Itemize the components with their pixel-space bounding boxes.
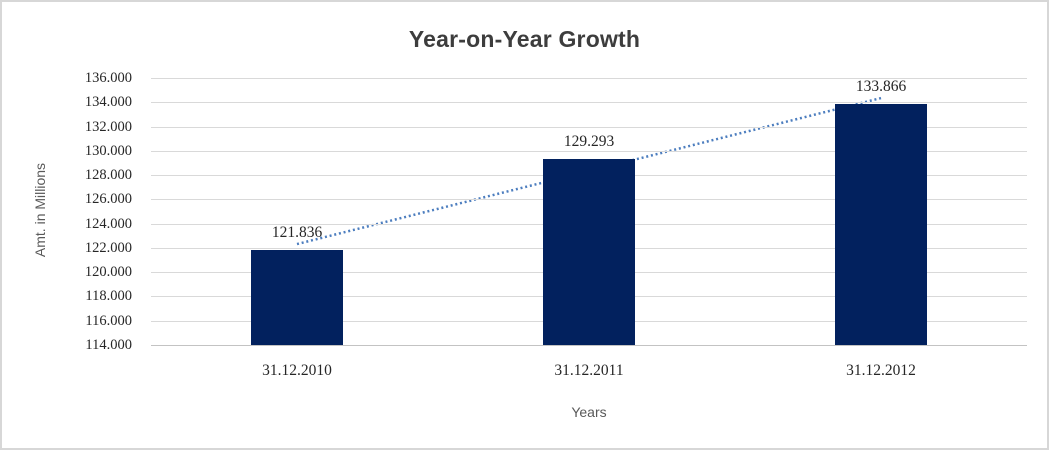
bar-31.12.2011 bbox=[543, 159, 635, 345]
y-tick-label: 132.000 bbox=[84, 118, 132, 135]
y-tick-label: 114.000 bbox=[85, 337, 132, 353]
gridline bbox=[151, 126, 1027, 128]
gridline bbox=[151, 102, 1027, 104]
y-tick-label: 136.000 bbox=[84, 70, 132, 86]
y-axis-tick-labels: 136.000 134.000 132.000 130.000 128.000 126.0… bbox=[2, 2, 132, 448]
plot-area: 121.836 129.293 133.866 bbox=[151, 78, 1027, 346]
bar-data-label: 129.293 bbox=[563, 133, 615, 151]
bar-data-label: 121.836 bbox=[271, 223, 323, 241]
bar-31.12.2012 bbox=[835, 103, 927, 345]
y-tick-label: 134.000 bbox=[84, 94, 132, 111]
y-tick-label: 126.000 bbox=[84, 191, 132, 208]
x-category-label: 31.12.2012 bbox=[846, 362, 916, 379]
x-category-label: 31.12.2010 bbox=[262, 362, 332, 379]
y-tick-label: 130.000 bbox=[84, 142, 132, 159]
y-tick-label: 118.000 bbox=[85, 288, 132, 305]
chart-title: Year-on-Year Growth bbox=[408, 26, 641, 52]
y-tick-label: 124.000 bbox=[84, 215, 132, 232]
gridline bbox=[151, 150, 1027, 152]
y-tick-label: 128.000 bbox=[84, 167, 132, 184]
bar-31.12.2010 bbox=[251, 249, 343, 345]
y-tick-label: 120.000 bbox=[84, 264, 132, 281]
y-tick-label: 122.000 bbox=[84, 239, 132, 256]
y-tick-label: 116.000 bbox=[85, 312, 132, 329]
x-axis-title: Years bbox=[571, 404, 607, 420]
gridline bbox=[151, 78, 1027, 79]
bar-data-label: 133.866 bbox=[855, 77, 907, 95]
x-axis-category-labels: 31.12.2010 31.12.2011 31.12.2012 bbox=[151, 362, 1027, 384]
x-category-label: 31.12.2011 bbox=[554, 362, 624, 379]
